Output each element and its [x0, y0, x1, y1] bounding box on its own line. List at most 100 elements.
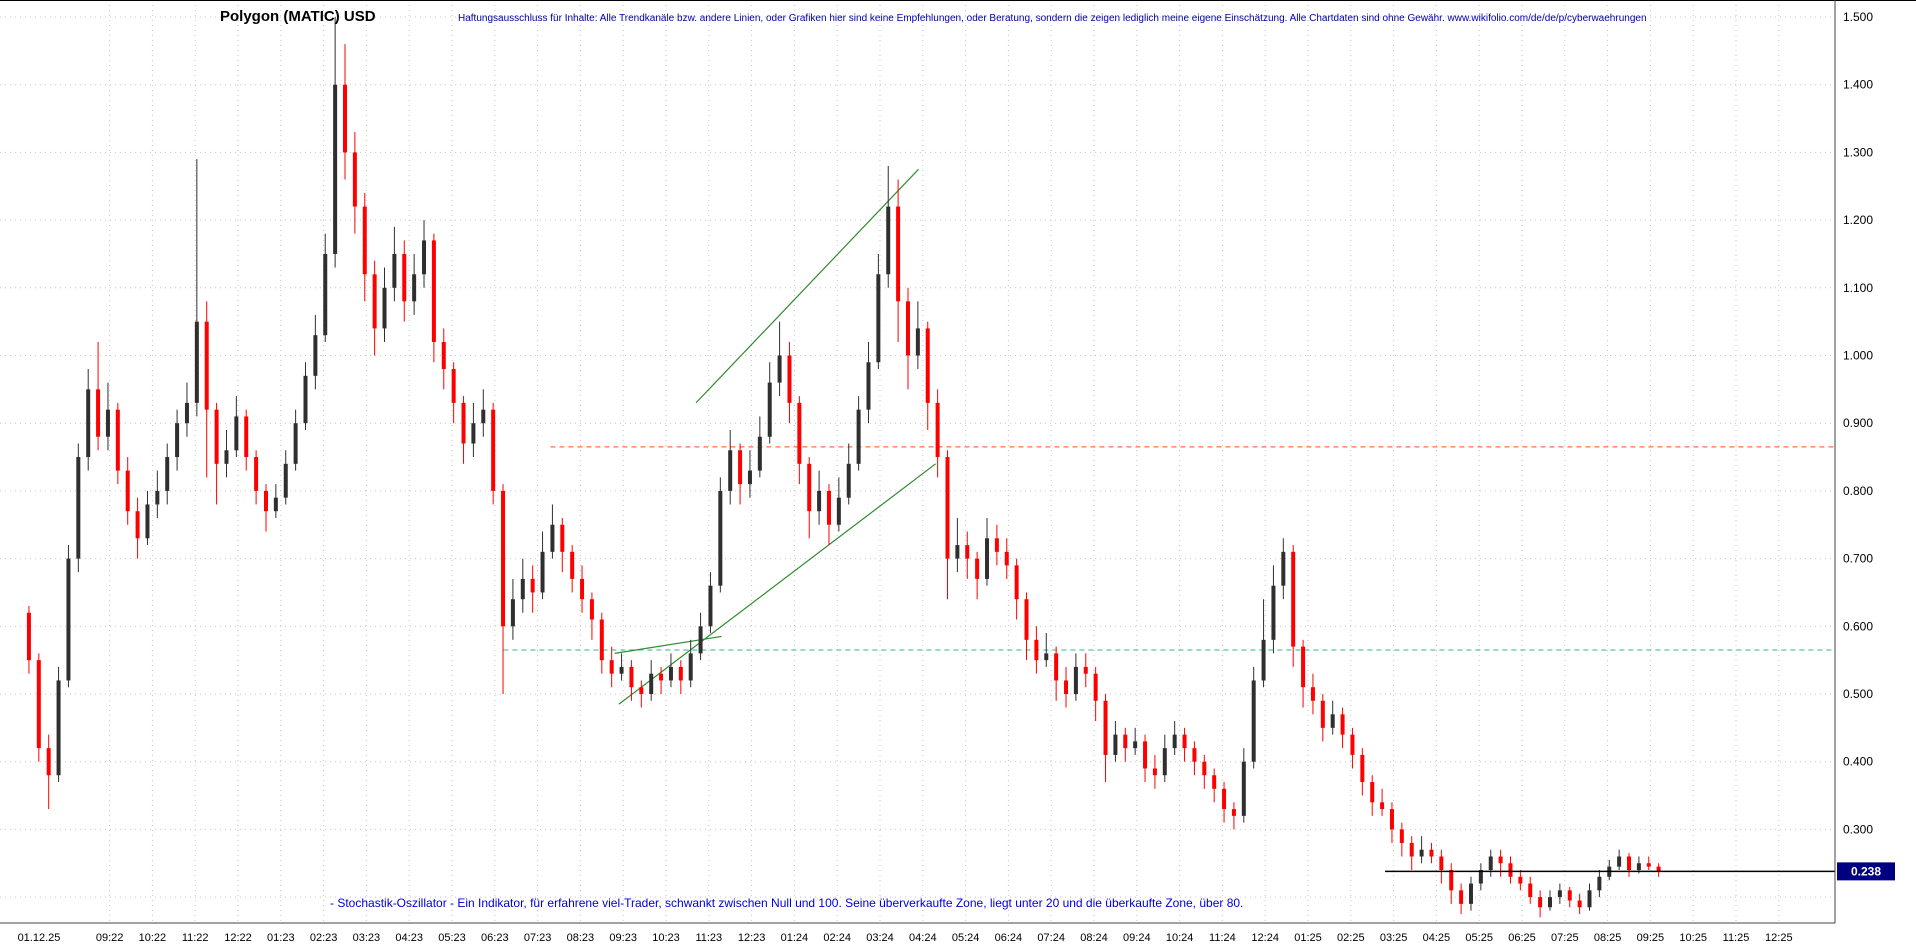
chart-title: Polygon (MATIC) USD [220, 8, 376, 25]
x-axis-label: 03:24 [866, 932, 894, 944]
candle-body [263, 490, 268, 512]
candle-body [1597, 876, 1602, 891]
candle-body [224, 450, 229, 464]
candle-body [718, 490, 723, 586]
candle-body [1340, 714, 1345, 735]
candle-body [1212, 775, 1217, 789]
candle-body [668, 666, 673, 681]
candle-body [1024, 599, 1029, 640]
candle-body [530, 578, 535, 593]
x-axis-label: 04:25 [1423, 932, 1451, 944]
y-axis-label: 0.700 [1843, 552, 1873, 566]
candle-body [76, 457, 81, 559]
candle-body [1646, 863, 1651, 867]
candle-body [303, 375, 308, 424]
y-axis-label: 0.500 [1843, 687, 1873, 701]
candle-body [1370, 782, 1375, 803]
trend-line [614, 635, 722, 654]
x-axis-label: 12:23 [738, 932, 766, 944]
candle-body [86, 389, 91, 458]
candle-body [1449, 870, 1454, 891]
candle-body [886, 206, 891, 275]
price-levels-layer [503, 446, 1835, 651]
y-axis-label: 0.400 [1843, 755, 1873, 769]
x-axis-label: 05:23 [438, 932, 466, 944]
candle-body [165, 457, 170, 491]
candle-body [194, 321, 199, 403]
candle-body [1409, 842, 1414, 857]
candle-body [254, 457, 259, 491]
candle-body [1627, 856, 1632, 871]
candle-body [955, 545, 960, 559]
candle-body [135, 511, 140, 539]
candle-body [382, 287, 387, 329]
disclaimer-text: Haftungsausschluss für Inhalte: Alle Tre… [458, 13, 1647, 24]
x-axis-label: 02:24 [823, 932, 851, 944]
candle-body [26, 612, 31, 661]
candle-body [1291, 551, 1296, 647]
candle-body [343, 84, 348, 153]
candle-body [1073, 666, 1078, 694]
candle-body [1538, 897, 1543, 908]
candle-body [698, 626, 703, 654]
candle-body [659, 673, 664, 681]
candle-body [1064, 680, 1069, 694]
y-axis-labels: 1.500 1.400 1.300 1.200 1.100 1.000 0.900 0.800… [1843, 10, 1873, 836]
x-axis-label: 10:25 [1679, 932, 1707, 944]
y-axis-label: 1.300 [1843, 145, 1873, 159]
x-axis-label: 07:24 [1037, 932, 1065, 944]
candle-body [96, 389, 101, 437]
candle-body [817, 490, 822, 512]
candle-body [1222, 788, 1227, 810]
candle-body [1577, 900, 1582, 908]
candle-body [234, 416, 239, 451]
candle-body [1656, 866, 1661, 872]
x-axis-label: 06:24 [995, 932, 1023, 944]
candle-body [1567, 890, 1572, 901]
candle-body [1014, 565, 1019, 600]
x-axis-label: 05:24 [952, 932, 980, 944]
candle-body [738, 450, 743, 485]
candle-body [1617, 856, 1622, 867]
candle-body [570, 551, 575, 579]
candle-body [1439, 856, 1444, 871]
x-axis-label: 09:23 [609, 932, 637, 944]
x-axis-label: 02:23 [310, 932, 338, 944]
x-axis-label: 11:25 [1723, 932, 1750, 944]
candle-body [471, 423, 476, 444]
candle-body [965, 545, 970, 559]
candle-body [1281, 551, 1286, 586]
candle-body [422, 240, 427, 275]
candle-body [629, 666, 634, 688]
candle-body [520, 578, 525, 600]
y-axis-label: 1.200 [1843, 213, 1873, 227]
candle-body [540, 551, 545, 593]
candle-body [678, 666, 683, 681]
candle-body [1419, 849, 1424, 857]
candle-body [589, 599, 594, 620]
candle-body [362, 206, 367, 275]
candle-body [1508, 863, 1513, 877]
candle-body [807, 463, 812, 512]
candle-body [1182, 734, 1187, 749]
current-price-badge-box [1837, 862, 1895, 881]
candle-body [639, 687, 644, 694]
y-axis-label: 1.400 [1843, 78, 1873, 92]
x-axis-labels: 01.12.25 09:22 10:22 11:22 12:22 01:23 02:23 03… [18, 932, 1793, 944]
candle-body [866, 362, 871, 410]
candle-body [1004, 551, 1009, 566]
candle-body [244, 416, 249, 458]
candle-body [1044, 653, 1049, 661]
x-axis-label: 05:25 [1465, 932, 1493, 944]
candle-body [896, 206, 901, 302]
candle-body [273, 497, 278, 512]
candles-layer [26, 17, 1661, 918]
candle-body [599, 619, 604, 661]
candle-body [501, 490, 506, 627]
candle-body [580, 578, 585, 600]
candle-body [915, 328, 920, 356]
candle-body [560, 524, 565, 552]
candle-body [550, 524, 555, 552]
candle-body [115, 409, 120, 471]
